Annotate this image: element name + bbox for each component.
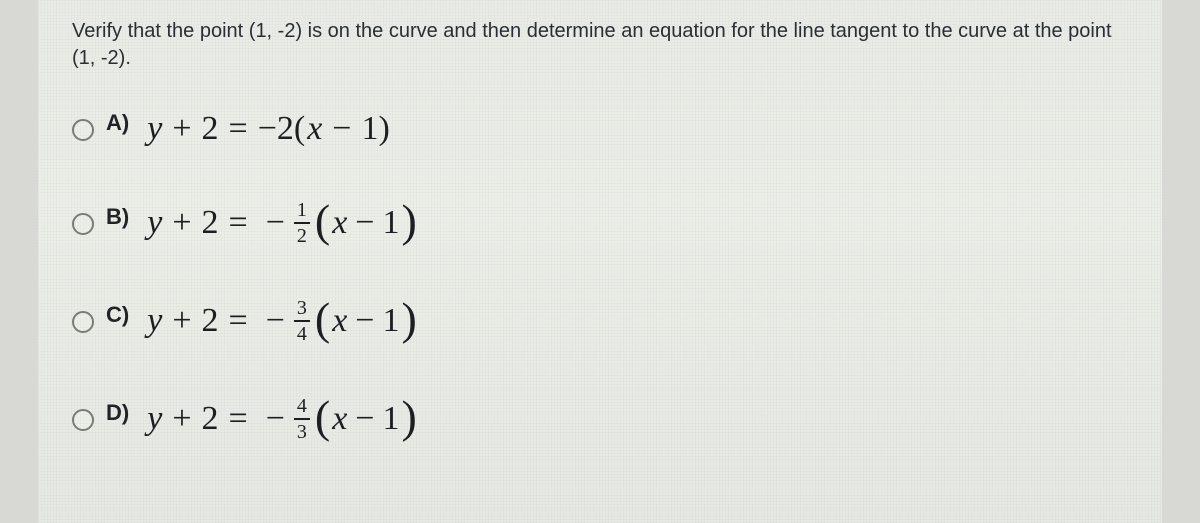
radio-d[interactable] (72, 409, 94, 431)
question-card: Verify that the point (1, -2) is on the … (38, 0, 1162, 523)
option-c-label: C) (106, 302, 129, 328)
option-b-equation: y+2 = − 1 2 ( x−1 ) (147, 200, 417, 246)
option-b-label: B) (106, 204, 129, 230)
radio-c[interactable] (72, 311, 94, 333)
fraction-d: 4 3 (294, 396, 310, 442)
radio-a[interactable] (72, 119, 94, 141)
option-a-label: A) (106, 110, 129, 136)
question-prompt: Verify that the point (1, -2) is on the … (72, 18, 1128, 72)
option-b[interactable]: B) y+2 = − 1 2 ( x−1 ) (72, 200, 1128, 246)
option-d-equation: y+2 = − 4 3 ( x−1 ) (147, 396, 417, 442)
options-list: A) y+2 = −2(x−1) B) y+2 = − 1 2 ( x (72, 110, 1128, 442)
option-a-equation: y+2 = −2(x−1) (147, 110, 390, 148)
option-c[interactable]: C) y+2 = − 3 4 ( x−1 ) (72, 298, 1128, 344)
fraction-c: 3 4 (294, 298, 310, 344)
option-a[interactable]: A) y+2 = −2(x−1) (72, 110, 1128, 148)
fraction-b: 1 2 (294, 200, 310, 246)
option-d[interactable]: D) y+2 = − 4 3 ( x−1 ) (72, 396, 1128, 442)
option-d-label: D) (106, 400, 129, 426)
radio-b[interactable] (72, 213, 94, 235)
option-c-equation: y+2 = − 3 4 ( x−1 ) (147, 298, 417, 344)
